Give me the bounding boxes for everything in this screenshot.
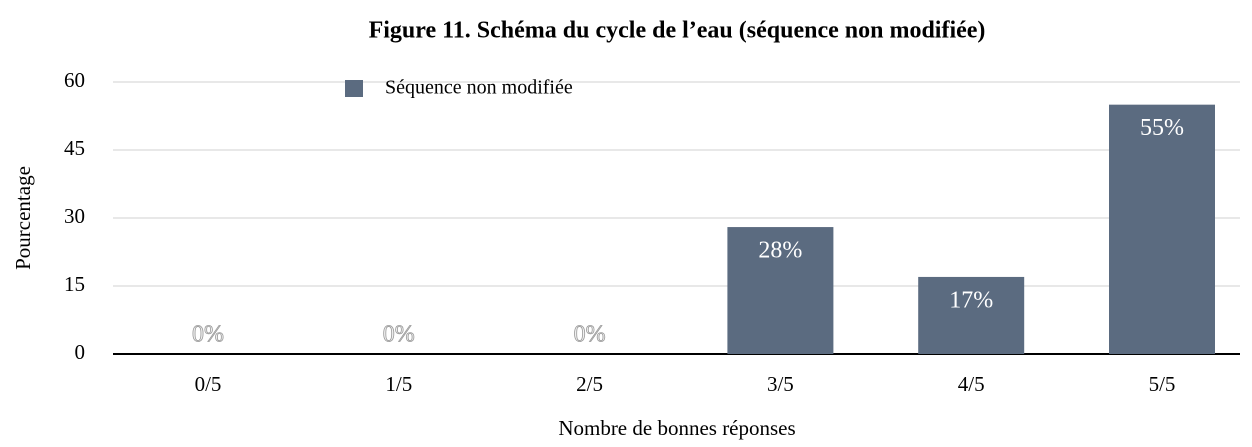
x-axis-label: Nombre de bonnes réponses — [558, 416, 795, 440]
y-axis-label: Pourcentage — [11, 166, 35, 270]
y-tick-label: 0 — [75, 340, 86, 364]
x-tick-label: 3/5 — [767, 372, 794, 396]
x-tick-label: 2/5 — [576, 372, 603, 396]
x-tick-label: 4/5 — [958, 372, 985, 396]
data-label: 0% — [192, 322, 224, 348]
data-label: 28% — [758, 238, 802, 264]
y-tick-label: 45 — [64, 136, 85, 160]
data-label: 55% — [1140, 115, 1184, 141]
y-tick-label: 30 — [64, 204, 85, 228]
bar — [727, 227, 834, 354]
y-tick-label: 15 — [64, 272, 85, 296]
bar — [1109, 104, 1215, 355]
y-tick-label: 60 — [64, 68, 85, 92]
bar — [918, 276, 1025, 354]
legend-label: Séquence non modifiée — [385, 77, 573, 99]
data-label: 0% — [383, 322, 415, 348]
x-tick-label: 5/5 — [1149, 372, 1176, 396]
data-label: 17% — [949, 287, 993, 313]
legend-swatch — [345, 80, 363, 97]
x-tick-label: 0/5 — [195, 372, 222, 396]
data-label: 0% — [574, 322, 606, 348]
chart-title: Figure 11. Schéma du cycle de l’eau (séq… — [369, 18, 986, 44]
x-tick-label: 1/5 — [385, 372, 412, 396]
